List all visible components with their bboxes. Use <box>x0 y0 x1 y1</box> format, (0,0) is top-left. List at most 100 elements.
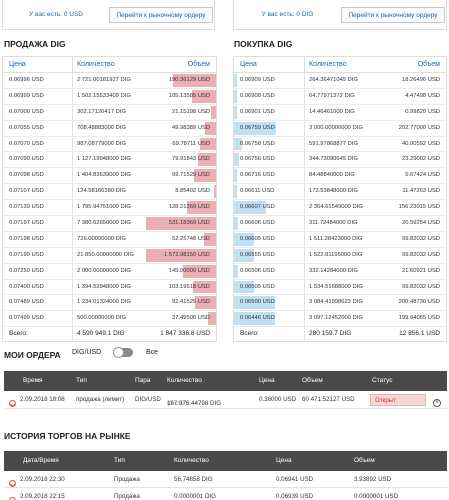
sell-order-row[interactable]: 0.07499 USD 500.00000000 DIG 37.49500 USD <box>3 311 216 328</box>
sell-order-book: Цена Количество Объем 0.06996 USD 2 721.0… <box>2 56 217 343</box>
sell-total-qty: 4 590 949.1 DIG <box>77 330 125 338</box>
buy-row-qty: 64.77971372 DIG <box>309 92 355 99</box>
sell-order-row[interactable]: 0.07198 USD 726.00000000 DIG 52.25748 USD <box>3 232 216 248</box>
order-vol: 60 471.52127 USD <box>302 396 355 403</box>
all-toggle-label[interactable]: Все <box>146 349 159 356</box>
sell-row-qty: 302.17120417 DIG <box>77 108 126 115</box>
sell-order-row[interactable]: 0.07000 USD 302.17120417 DIG 21.15198 USD <box>3 105 216 121</box>
history-price: 0.06939 USD <box>276 493 314 500</box>
history-vol: 0.0000001 USD <box>354 493 399 500</box>
buy-volume-bar <box>234 312 275 326</box>
sell-balance-panel: У вас есть: 0 USD Перейти к рыночному ор… <box>2 0 215 30</box>
buy-row-vol: 23.29002 USD <box>401 156 440 163</box>
sell-row-vol: 190.36129 USD <box>168 77 210 83</box>
buy-row-vol: 99.82032 USD <box>401 251 440 258</box>
sell-volume-bar <box>205 121 216 135</box>
buy-order-row[interactable]: 0.06506 USD 332.14284000 DIG 21.60921 USD <box>234 264 446 280</box>
sell-row-vol: 52.25748 USD <box>171 235 210 242</box>
buy-row-vol: 20.59254 USD <box>401 220 440 227</box>
buy-row-price: 0.06909 USD <box>240 77 275 83</box>
sell-header-row: Цена Количество Объем <box>3 57 216 73</box>
orders-col-status: Статус <box>372 377 393 384</box>
orders-col-price: Цена <box>259 377 275 384</box>
sell-order-row[interactable]: 0.07070 USD 987.08779000 DIG 69.78711 USD <box>3 137 216 153</box>
buy-row-qty: 14.46461000 DIG <box>309 108 355 115</box>
buy-row-price: 0.06506 USD <box>240 267 275 274</box>
sell-order-row[interactable]: 0.07197 USD 7 380.62650000 DIG 531.18369 U… <box>3 216 216 232</box>
sell-row-vol: 79.91843 USD <box>171 156 210 163</box>
sell-row-price: 0.07090 USD <box>9 156 44 163</box>
buy-order-row[interactable]: 0.06908 USD 64.77971372 DIG 4.47498 USD <box>234 89 446 105</box>
sell-title: ПРОДАЖА DIG <box>4 39 66 49</box>
sell-order-row[interactable]: 0.07098 USD 1 404.83639000 DIG 99.71529 US… <box>3 168 216 185</box>
buy-order-row[interactable]: 0.06500 USD 3 084.41998623 DIG 200.48730 U… <box>234 295 446 312</box>
sell-row-vol: 49.98389 USD <box>171 124 210 131</box>
buy-volume-bar <box>234 217 239 230</box>
sell-order-row[interactable]: 0.07489 USD 1 234.01324000 DIG 92.41525 US… <box>3 295 216 312</box>
buy-volume-bar <box>234 280 255 294</box>
buy-row-qty: 264.36471045 DIG <box>309 77 358 83</box>
history-row[interactable]: 2.09.2018 22:15 Продажа 0.0000001 DIG 0.069… <box>4 489 447 500</box>
sell-order-row[interactable]: 0.07250 USD 2 000.00000000 DIG 145.00000 U… <box>3 264 216 280</box>
buy-order-row[interactable]: 0.06446 USD 3 097.12452000 DIG 199.64065 U… <box>234 311 446 328</box>
buy-order-row[interactable]: 0.06901 USD 14.46461000 DIG 0.99820 USD <box>234 105 446 121</box>
sell-row-qty: 124.58166380 DIG <box>77 188 126 195</box>
buy-order-row[interactable]: 0.06756 USD 344.73090645 DIG 23.29002 USD <box>234 152 446 169</box>
buy-row-qty: 84.48840000 DIG <box>309 172 355 179</box>
sell-order-row[interactable]: 0.07139 USD 1 795.94751000 DIG 128.21269 U… <box>3 200 216 217</box>
buy-row-price: 0.06505 USD <box>240 283 275 290</box>
sell-row-price: 0.07250 USD <box>9 267 44 274</box>
buy-header-price: Цена <box>240 61 257 68</box>
buy-order-row[interactable]: 0.06716 USD 84.48840000 DIG 5.67424 USD <box>234 168 446 185</box>
sell-order-row[interactable]: 0.06996 USD 2 721.00181927 DIG 190.36129 U… <box>3 73 216 89</box>
buy-order-row[interactable]: 0.06505 USD 1 534.51688000 DIG 99.82032 US… <box>234 280 446 296</box>
sell-row-qty: 1 502.15533409 DIG <box>77 92 131 99</box>
buy-row-vol: 18.26496 USD <box>401 77 440 83</box>
order-qty-extra: (0 DIG) <box>167 400 188 407</box>
sell-market-order-link[interactable]: Перейти к рыночному ордеру <box>109 7 213 23</box>
sell-order-row[interactable]: 0.07055 USD 708.48883000 DIG 49.98389 USD <box>3 121 216 137</box>
buy-order-row[interactable]: 0.06909 USD 264.36471045 DIG 18.26496 USD <box>234 73 446 89</box>
sell-header-vol: Объем <box>187 61 210 68</box>
buy-volume-bar <box>234 296 275 310</box>
history-qty: 56.74858 DIG <box>174 476 213 483</box>
history-col-type: Тип <box>114 457 125 464</box>
sell-order-row[interactable]: 0.07400 USD 1 394.52948000 DIG 103.19518 U… <box>3 280 216 296</box>
buy-order-row[interactable]: 0.06611 USD 173.53848000 DIG 11.47263 USD <box>234 184 446 201</box>
history-header: Дата/Время Тип Количество Цена Объем <box>4 451 447 471</box>
buy-order-row[interactable]: 0.06758 USD 591.97868877 DIG 40.00592 USD <box>234 137 446 153</box>
buy-row-price: 0.06446 USD <box>240 315 275 322</box>
sell-order-row[interactable]: 0.07090 USD 1 127.19948000 DIG 79.91843 US… <box>3 152 216 169</box>
sell-row-price: 0.07107 USD <box>9 188 44 195</box>
history-row[interactable]: 2.09.2018 22:30 Продажа 56.74858 DIG 0.0694… <box>4 472 447 488</box>
sell-volume-bar <box>211 105 216 119</box>
buy-market-order-link[interactable]: Перейти к рыночному ордеру <box>341 7 445 23</box>
buy-order-row[interactable]: 0.06555 USD 1 522.81195000 DIG 99.82032 US… <box>234 248 446 264</box>
sell-row-qty: 21 850.00000000 DIG <box>77 251 135 258</box>
buy-row-price: 0.06716 USD <box>240 172 275 179</box>
buy-row-vol: 4.47498 USD <box>405 92 440 99</box>
buy-order-row[interactable]: 0.06607 USD 2 364.61549000 DIG 156.23015 U… <box>234 200 446 217</box>
buy-row-price: 0.06759 USD <box>240 124 275 131</box>
buy-order-row[interactable]: 0.06606 USD 311.72484000 DIG 20.59254 USD <box>234 216 446 232</box>
sell-order-row[interactable]: 0.07107 USD 124.58166380 DIG 8.85402 USD <box>3 184 216 201</box>
sell-row-qty: 726.00000000 DIG <box>77 235 126 242</box>
my-order-row[interactable]: 2.09.2018 18:08 продажа (лимит) DIG/USD … <box>4 392 447 409</box>
history-type: Продажа <box>114 493 140 500</box>
sell-volume-bar <box>194 169 216 183</box>
sell-row-price: 0.07139 USD <box>9 204 44 211</box>
sell-row-qty: 500.00000000 DIG <box>77 315 126 322</box>
buy-row-vol: 99.82032 USD <box>401 283 440 290</box>
order-time: 2.09.2018 18:08 <box>20 396 65 403</box>
sell-balance-label: У вас есть: 0 USD <box>29 11 83 18</box>
sell-order-row[interactable]: 0.06999 USD 1 502.15533409 DIG 105.13585 U… <box>3 89 216 105</box>
buy-row-price: 0.06606 USD <box>240 220 275 227</box>
history-datetime: 2.09.2018 22:30 <box>20 476 65 483</box>
sell-order-row[interactable]: 0.07199 USD 21 850.00000000 DIG 1 572.9815… <box>3 248 216 264</box>
buy-order-row[interactable]: 0.06605 USD 1 511.28423000 DIG 99.82032 US… <box>234 232 446 248</box>
buy-order-row[interactable]: 0.06759 USD 3 000.00000000 DIG 202.77000 U… <box>234 121 446 137</box>
buy-row-price: 0.06611 USD <box>240 188 275 195</box>
pair-toggle-knob <box>113 347 124 358</box>
sell-volume-bar <box>193 280 216 294</box>
pair-toggle-switch[interactable] <box>113 347 133 358</box>
